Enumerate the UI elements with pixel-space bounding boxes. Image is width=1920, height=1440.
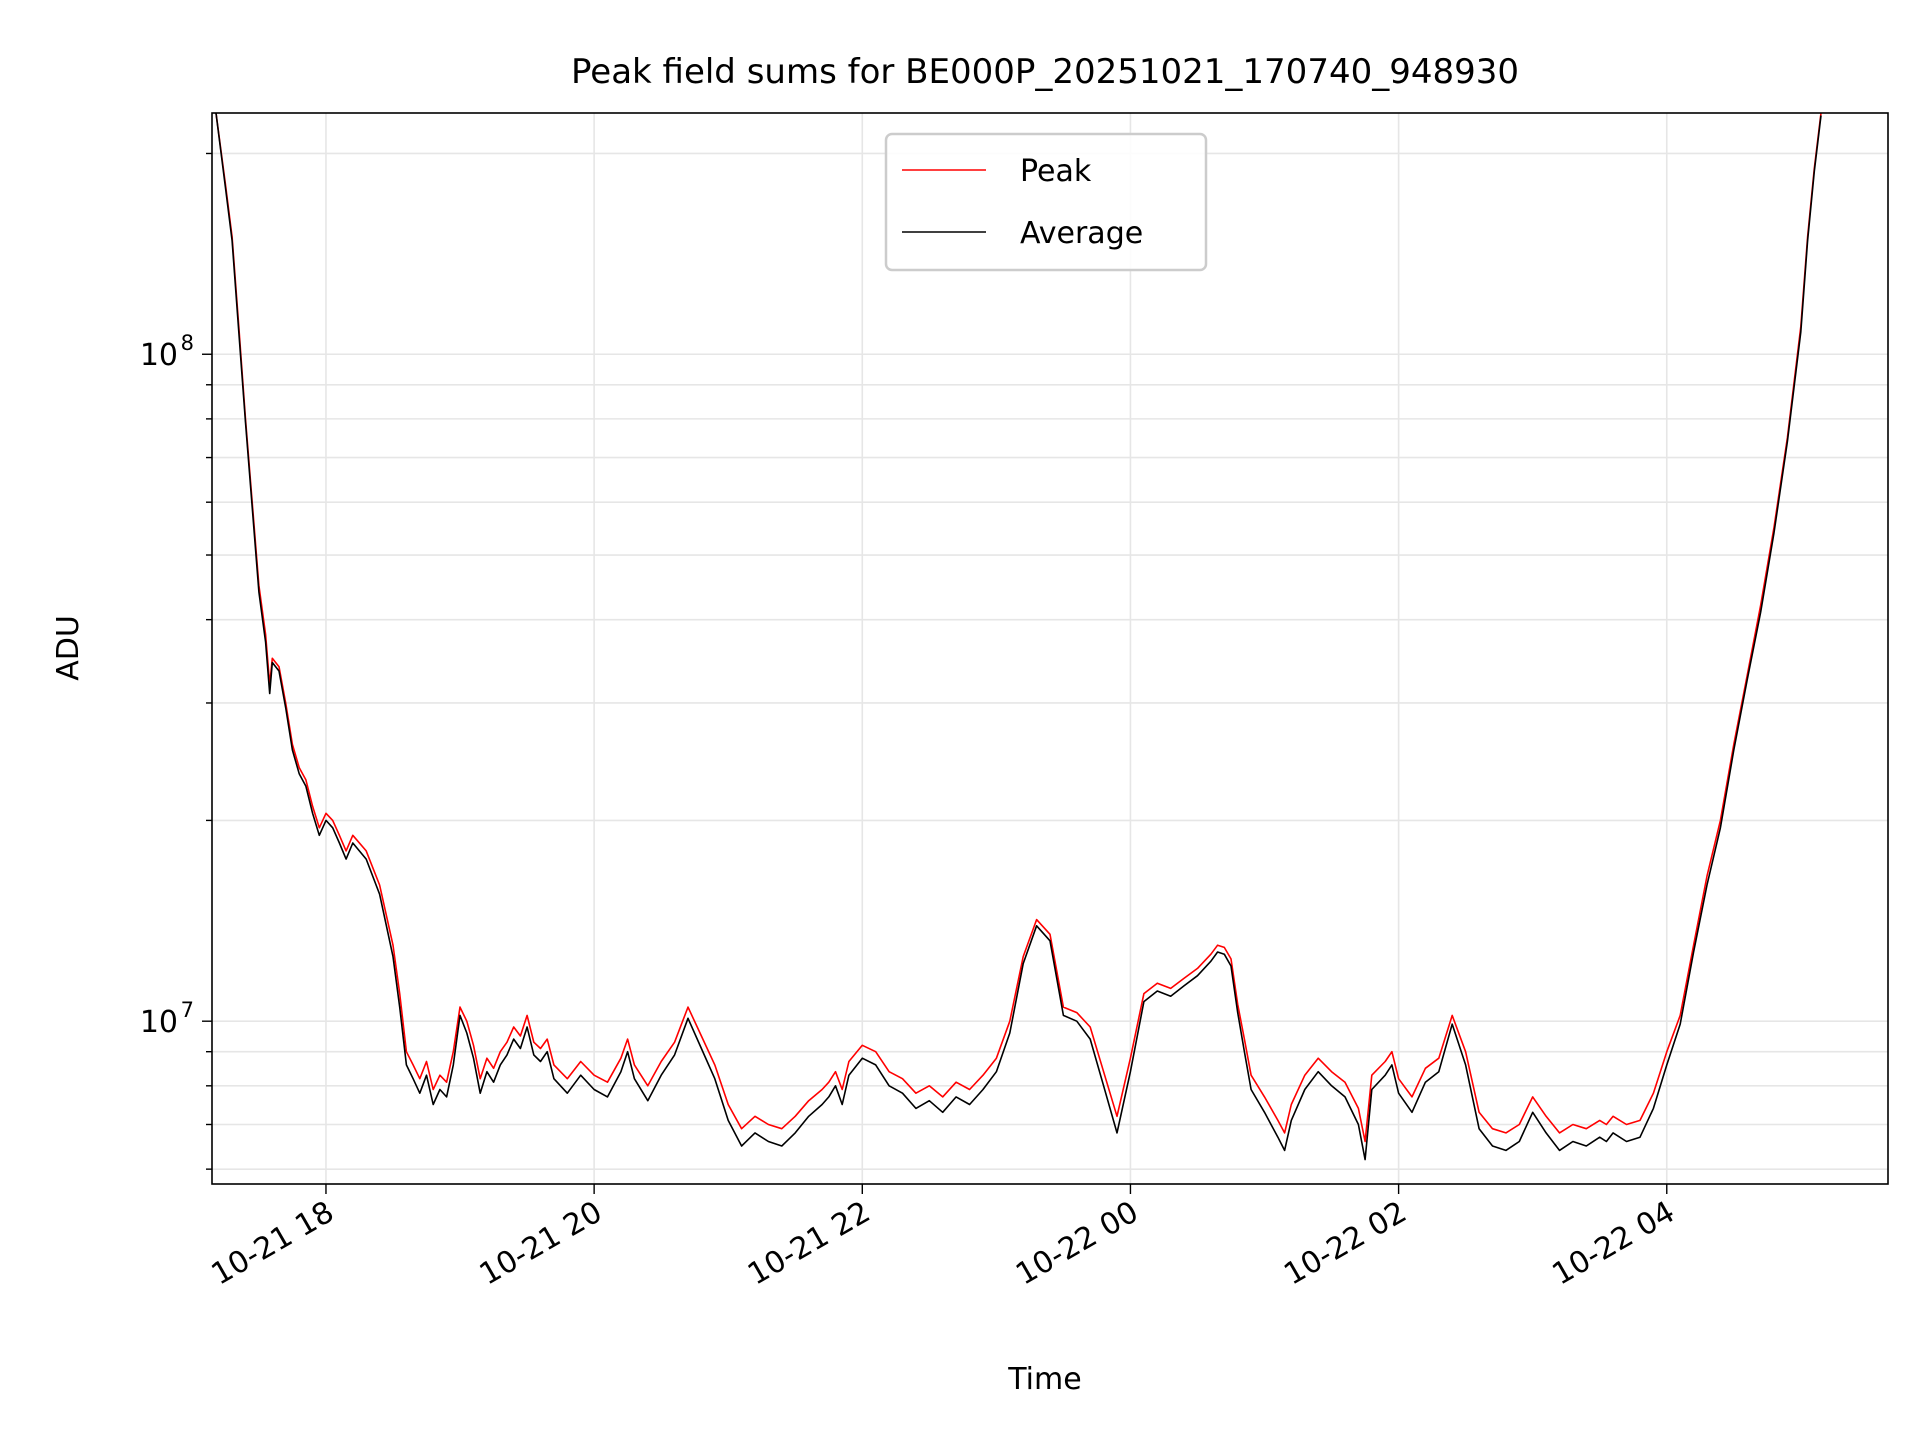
series-line-peak bbox=[215, 113, 1822, 1143]
grid-lines bbox=[212, 113, 1888, 1184]
y-tick-label-exponent: 7 bbox=[181, 998, 194, 1022]
series-line-average bbox=[215, 113, 1822, 1161]
legend: Peak Average bbox=[884, 132, 1208, 272]
chart-title: Peak field sums for BE000P_20251021_1707… bbox=[571, 52, 1519, 92]
legend-average-label: Average bbox=[1020, 216, 1143, 251]
y-tick-label-exponent: 8 bbox=[181, 331, 194, 355]
y-tick-label: 10 bbox=[140, 1005, 178, 1040]
legend-box bbox=[884, 132, 1208, 272]
series-group bbox=[215, 113, 1822, 1161]
y-axis-label: ADU bbox=[51, 615, 86, 681]
x-axis-label: Time bbox=[1007, 1362, 1081, 1397]
y-tick-label: 10 bbox=[140, 338, 178, 373]
plot-frame bbox=[211, 112, 1889, 1185]
legend-peak-label: Peak bbox=[1020, 154, 1092, 189]
